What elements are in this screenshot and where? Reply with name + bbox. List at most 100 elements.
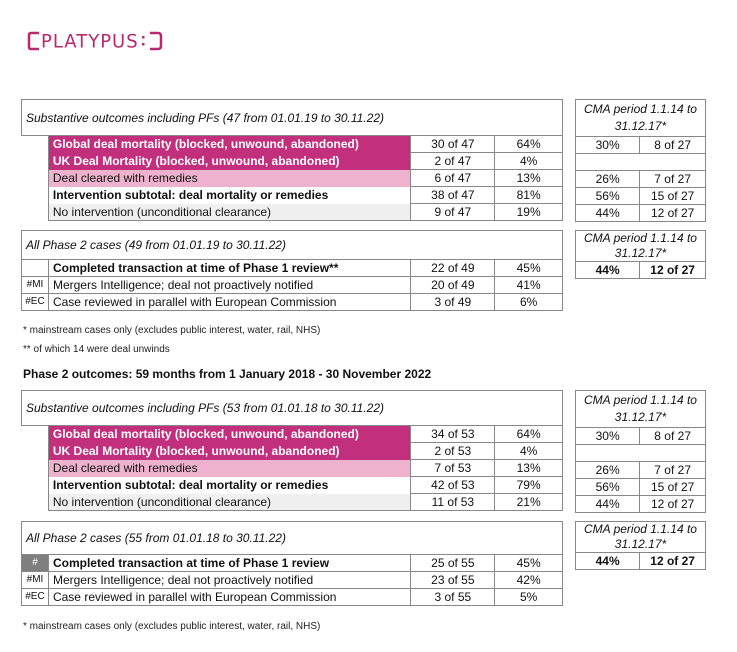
row-pct: 4% [494, 442, 563, 460]
row-label: Case reviewed in parallel with European … [47, 588, 412, 606]
cma-pct: 26% [574, 170, 641, 188]
cma-count: 7 of 27 [639, 461, 706, 479]
row-label: Global deal mortality (blocked, unwound,… [47, 135, 411, 153]
table-row: # Completed transaction at time of Phase… [21, 554, 563, 572]
row-label: Deal cleared with remedies [47, 169, 411, 187]
table-row: #EC Case reviewed in parallel with Europ… [21, 293, 563, 311]
row-label: UK Deal Mortality (blocked, unwound, aba… [47, 152, 411, 170]
cma-pct: 30% [574, 136, 641, 154]
row-pct: 64% [494, 135, 563, 153]
cma-count: 12 of 27 [639, 204, 706, 222]
row-label: No intervention (unconditional clearance… [47, 493, 411, 511]
cma-header: CMA period 1.1.14 to 31.12.17* [575, 99, 706, 137]
row-label: Intervention subtotal: deal mortality or… [47, 186, 411, 204]
cma-count: 12 of 27 [639, 552, 706, 570]
row-tag: #MI [21, 571, 49, 589]
cma-count [639, 153, 706, 171]
row-count: 6 of 47 [410, 169, 496, 187]
cma-pct: 30% [574, 427, 641, 445]
footnote: * mainstream cases only (excludes public… [23, 325, 321, 336]
row-tag: #EC [21, 293, 49, 311]
row-label: UK Deal Mortality (blocked, unwound, aba… [47, 442, 411, 460]
row-count: 3 of 55 [410, 588, 496, 606]
row-pct: 13% [494, 459, 563, 477]
cma-count: 12 of 27 [639, 495, 706, 513]
table-row: Global deal mortality (blocked, unwound,… [22, 425, 563, 443]
row-label: Completed transaction at time of Phase 1… [47, 554, 412, 572]
table-row: Completed transaction at time of Phase 1… [21, 259, 563, 277]
cma-pct: 56% [574, 478, 641, 496]
row-label: Completed transaction at time of Phase 1… [47, 259, 412, 277]
s1-outcomes-table: Substantive outcomes including PFs (47 f… [21, 99, 563, 221]
s2-cma-summary: CMA period 1.1.14 to 31.12.17* 44% 12 of … [574, 521, 706, 570]
cma-pct: 44% [574, 495, 641, 513]
row-pct: 45% [494, 554, 563, 572]
row-pct: 5% [494, 588, 563, 606]
cma-count: 15 of 27 [639, 478, 706, 496]
row-count: 11 of 53 [410, 493, 496, 511]
row-count: 25 of 55 [410, 554, 496, 572]
row-label: Mergers Intelligence; deal not proactive… [47, 571, 412, 589]
row-label: Case reviewed in parallel with European … [47, 293, 412, 311]
row-tag [21, 259, 49, 277]
row-tag: #EC [21, 588, 49, 606]
table-row: Global deal mortality (blocked, unwound,… [22, 135, 563, 153]
footnote: * mainstream cases only (excludes public… [23, 621, 321, 632]
cma-count: 8 of 27 [639, 427, 706, 445]
footnote: ** of which 14 were deal unwinds [23, 344, 170, 355]
table-row: Intervention subtotal: deal mortality or… [22, 476, 563, 494]
row-pct: 19% [494, 203, 563, 221]
table-row: Deal cleared with remedies 6 of 47 13% [22, 169, 563, 187]
table-title: Substantive outcomes including PFs (53 f… [21, 390, 563, 426]
platypus-logo: PLATYPUS [27, 28, 165, 54]
row-label: Intervention subtotal: deal mortality or… [47, 476, 411, 494]
cma-pct: 56% [574, 187, 641, 205]
s1-cma-table: CMA period 1.1.14 to 31.12.17* 30% 8 of 2… [574, 99, 706, 222]
cma-count: 8 of 27 [639, 136, 706, 154]
cma-pct [574, 444, 640, 462]
row-count: 23 of 55 [410, 571, 496, 589]
row-pct: 81% [494, 186, 563, 204]
table-row: #EC Case reviewed in parallel with Europ… [21, 588, 563, 606]
cma-pct: 44% [574, 261, 641, 279]
cma-header: CMA period 1.1.14 to 31.12.17* [575, 230, 706, 262]
row-label: No intervention (unconditional clearance… [47, 203, 411, 221]
row-pct: 6% [494, 293, 563, 311]
row-label: Mergers Intelligence; deal not proactive… [47, 276, 412, 294]
row-pct: 13% [494, 169, 563, 187]
row-count: 7 of 53 [410, 459, 496, 477]
row-count: 34 of 53 [410, 425, 496, 443]
cma-count: 7 of 27 [639, 170, 706, 188]
table-row: Deal cleared with remedies 7 of 53 13% [22, 459, 563, 477]
left-bracket-icon [27, 31, 39, 51]
row-count: 22 of 49 [410, 259, 496, 277]
cma-count: 15 of 27 [639, 187, 706, 205]
section-heading: Phase 2 outcomes: 59 months from 1 Janua… [23, 367, 432, 381]
s2-all-cases-table: All Phase 2 cases (55 from 01.01.18 to 3… [21, 521, 563, 606]
row-pct: 79% [494, 476, 563, 494]
s1-all-cases-table: All Phase 2 cases (49 from 01.01.19 to 3… [21, 230, 563, 311]
cma-pct: 26% [574, 461, 641, 479]
row-count: 2 of 47 [410, 152, 496, 170]
row-pct: 21% [494, 493, 563, 511]
cma-header: CMA period 1.1.14 to 31.12.17* [575, 521, 706, 553]
s2-cma-table: CMA period 1.1.14 to 31.12.17* 30% 8 of 2… [574, 390, 706, 513]
row-pct: 41% [494, 276, 563, 294]
row-pct: 45% [494, 259, 563, 277]
row-count: 3 of 49 [410, 293, 496, 311]
row-tag: #MI [21, 276, 49, 294]
table-row: #MI Mergers Intelligence; deal not proac… [21, 571, 563, 589]
row-pct: 4% [494, 152, 563, 170]
row-tag: # [21, 554, 49, 572]
row-pct: 42% [494, 571, 563, 589]
row-count: 38 of 47 [410, 186, 496, 204]
row-label: Deal cleared with remedies [47, 459, 411, 477]
table-title: All Phase 2 cases (49 from 01.01.19 to 3… [21, 230, 563, 260]
cma-pct [574, 153, 640, 171]
row-count: 20 of 49 [410, 276, 496, 294]
row-count: 42 of 53 [410, 476, 496, 494]
table-title: All Phase 2 cases (55 from 01.01.18 to 3… [21, 521, 563, 555]
table-row: #MI Mergers Intelligence; deal not proac… [21, 276, 563, 294]
s1-cma-summary: CMA period 1.1.14 to 31.12.17* 44% 12 of … [574, 230, 706, 279]
row-label: Global deal mortality (blocked, unwound,… [47, 425, 411, 443]
